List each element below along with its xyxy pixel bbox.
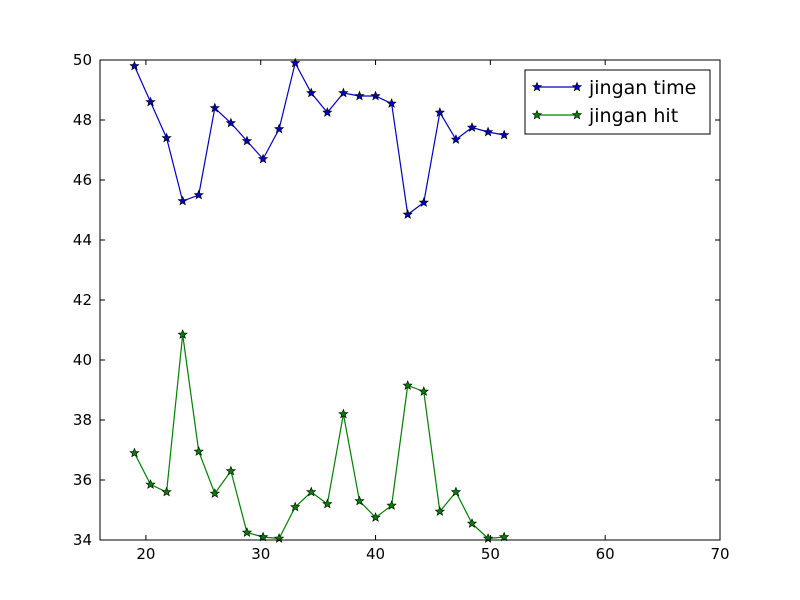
data-point [290, 501, 301, 512]
data-point [482, 126, 494, 137]
data-point [338, 408, 349, 419]
data-point [402, 209, 413, 219]
data-point [418, 386, 429, 396]
data-point [177, 329, 188, 339]
data-point [498, 531, 510, 542]
legend-marker [571, 81, 583, 92]
series-0 [129, 57, 510, 219]
y-tick-label: 36 [73, 471, 92, 489]
x-tick-label: 60 [596, 545, 615, 563]
data-point [306, 486, 317, 497]
data-point [241, 527, 253, 537]
legend-marker [571, 109, 583, 120]
x-tick-label: 50 [481, 545, 500, 563]
legend-item: jingan hit [531, 105, 678, 127]
data-point [241, 135, 253, 146]
legend-marker [531, 81, 543, 92]
series-1 [129, 329, 510, 543]
data-point [193, 189, 204, 200]
data-point [370, 512, 381, 522]
data-point [225, 117, 237, 128]
legend: jingan time jingan hit [524, 69, 711, 135]
data-point [354, 495, 365, 506]
data-point [225, 465, 237, 476]
data-point [273, 123, 285, 134]
data-point [257, 153, 269, 164]
data-point [161, 486, 172, 497]
legend-box [524, 69, 711, 135]
legend-label: jingan hit [588, 105, 678, 127]
plot-frame [99, 59, 721, 541]
data-point [129, 60, 140, 71]
x-tick-label: 40 [366, 545, 385, 563]
y-tick-label: 44 [73, 231, 92, 249]
data-point [290, 57, 301, 68]
data-point [129, 447, 140, 458]
data-point [450, 134, 462, 144]
data-point [370, 90, 381, 101]
data-point [450, 486, 462, 497]
axis-ticks: 20 30 40 50 60 70 34 36 38 40 42 44 46 48 50 [73, 51, 730, 563]
x-tick-label: 30 [251, 545, 270, 563]
y-tick-label: 46 [73, 171, 92, 189]
data-point [434, 506, 446, 516]
data-point [177, 195, 188, 206]
data-point [161, 132, 172, 143]
data-point [466, 518, 478, 528]
data-point [145, 479, 156, 489]
data-point [306, 87, 317, 98]
x-tick-label: 20 [136, 545, 155, 563]
legend-label: jingan time [588, 77, 696, 99]
data-point [402, 380, 413, 390]
y-tick-label: 50 [73, 51, 92, 69]
y-tick-label: 38 [73, 411, 92, 429]
data-point [338, 87, 349, 98]
data-point [193, 446, 204, 456]
data-point [434, 107, 446, 117]
data-point [386, 500, 397, 510]
data-point [466, 122, 478, 132]
data-point [322, 498, 333, 509]
data-point [145, 96, 156, 107]
series-line [133, 61, 505, 216]
data-point [209, 488, 220, 498]
legend-item: jingan time [531, 77, 696, 99]
y-tick-label: 34 [73, 531, 92, 549]
legend-marker [531, 109, 543, 120]
data-point [322, 107, 333, 117]
data-point [386, 98, 397, 108]
series-layer [129, 57, 510, 543]
data-point [418, 197, 429, 207]
x-tick-label: 70 [710, 545, 729, 563]
series-line [133, 334, 505, 540]
y-tick-label: 48 [73, 111, 92, 129]
y-tick-label: 42 [73, 291, 92, 309]
data-point [354, 90, 365, 101]
y-tick-label: 40 [73, 351, 92, 369]
data-point [498, 129, 510, 140]
data-point [257, 531, 269, 542]
data-point [209, 102, 220, 113]
